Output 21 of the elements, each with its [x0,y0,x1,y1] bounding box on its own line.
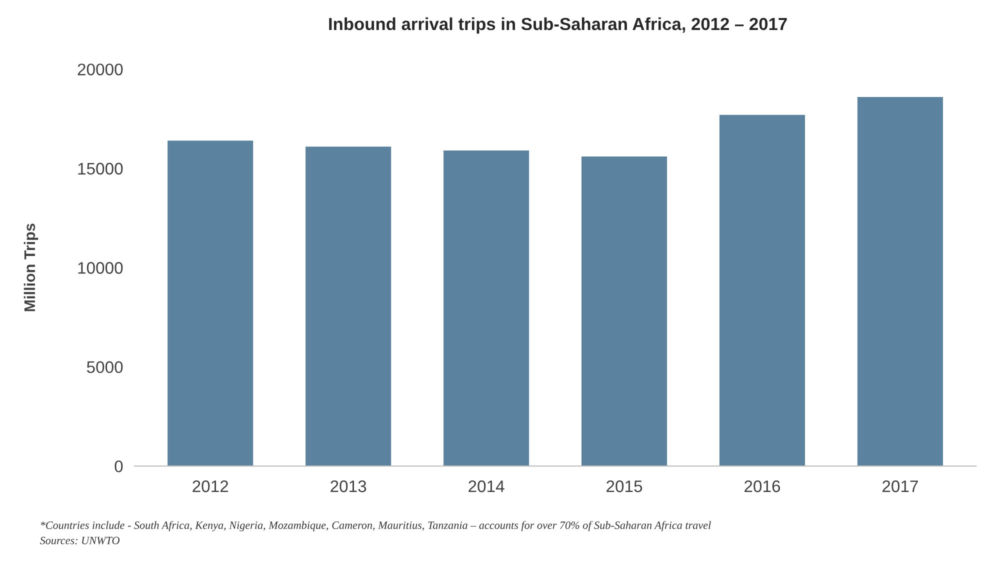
source-note: Sources: UNWTO [40,536,120,544]
text: *Countries include - South Africa, Kenya, Nigeria, Mozambique, Cameron, Mauritius, Tanzania – accounts for over 70% of Sub-Saharan Africa travel [40,521,711,532]
bar [857,96,943,466]
bar [444,150,530,466]
x-tick-label: 2012 [192,480,228,492]
y-tick-label: 20000 [78,64,123,76]
bar [719,114,805,466]
y-tick-label: 0 [114,460,123,472]
bar [168,140,254,466]
x-tick-label: 2017 [882,480,918,492]
x-tick-label: 2016 [744,480,780,492]
y-axis-title: Million Trips [24,224,38,312]
x-tick-label: 2014 [468,480,504,492]
chart-title: Inbound arrival trips in Sub-Saharan Africa, 2012 – 2017 [329,17,787,34]
y-tick-label: 15000 [78,162,123,175]
x-tick-label: 2015 [606,480,642,492]
bar [306,146,392,466]
bar [581,156,668,466]
y-tick-label: 10000 [78,262,123,274]
y-tick-label: 5000 [86,361,123,374]
x-tick-label: 2013 [330,480,366,492]
